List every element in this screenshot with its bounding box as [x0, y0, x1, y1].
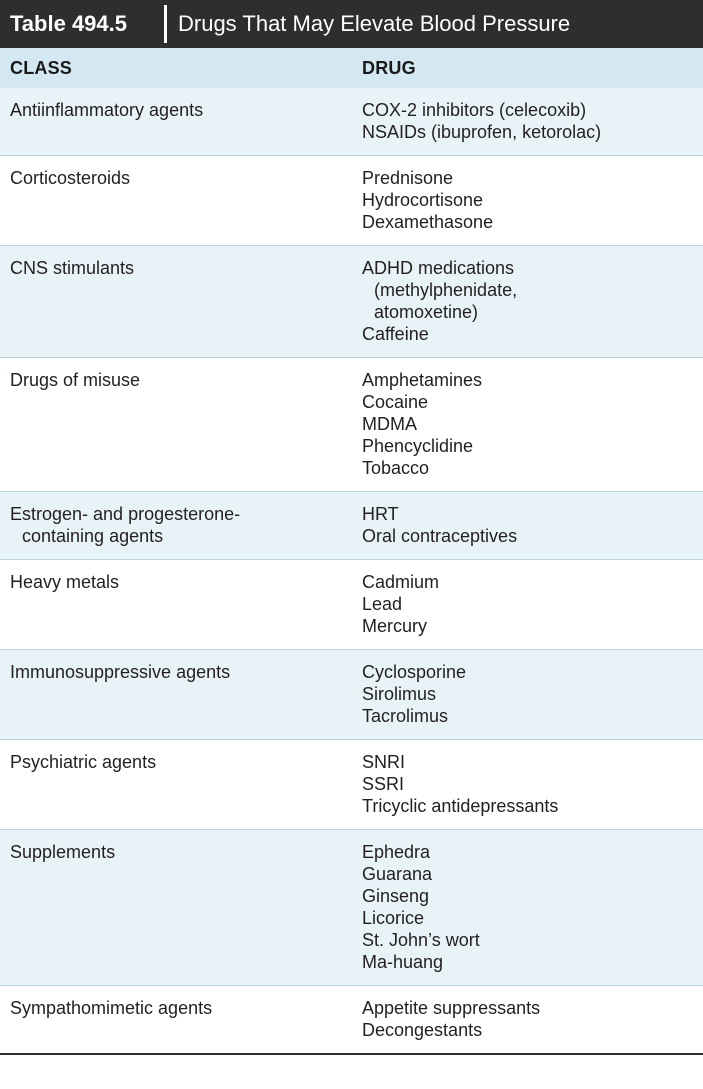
- drug-text: Tricyclic antidepressants: [362, 796, 559, 816]
- table-header-row: CLASS DRUG: [0, 48, 703, 88]
- table-body: Antiinflammatory agents COX-2 inhibitors …: [0, 88, 703, 1053]
- table-row: Immunosuppressive agents Cyclosporine Siro…: [0, 649, 703, 739]
- drug-cell: Cyclosporine Sirolimus Tacrolimus: [356, 661, 703, 727]
- drug-text: Hydrocortisone: [362, 190, 484, 210]
- drug-text: Dexamethasone: [362, 212, 494, 232]
- class-text: Estrogen- and progesterone-: [10, 504, 241, 524]
- table-row: Antiinflammatory agents COX-2 inhibitors …: [0, 88, 703, 155]
- drug-text: Tobacco: [362, 458, 430, 478]
- title-divider: [164, 5, 167, 43]
- class-text: Sympathomimetic agents: [10, 998, 213, 1018]
- table-bottom-rule: [0, 1053, 703, 1055]
- table-row: Sympathomimetic agents Appetite suppressa…: [0, 985, 703, 1053]
- table-row: Drugs of misuse Amphetamines Cocaine MDMA Ph…: [0, 357, 703, 491]
- drug-cell: HRT Oral contraceptives: [356, 503, 703, 547]
- class-cell: Estrogen- and progesterone-containing ag…: [0, 503, 356, 547]
- class-text: Psychiatric agents: [10, 752, 157, 772]
- drug-text: Sirolimus: [362, 684, 437, 704]
- class-cell: Heavy metals: [0, 571, 356, 593]
- drug-text: St. John’s wort: [362, 930, 480, 950]
- drug-text: Licorice: [362, 908, 425, 928]
- drug-text: Appetite suppressants: [362, 998, 541, 1018]
- class-text: CNS stimulants: [10, 258, 135, 278]
- drug-text: Ginseng: [362, 886, 430, 906]
- drug-text: Decongestants: [362, 1020, 483, 1040]
- table-row: CNS stimulants ADHD medications (methylphe…: [0, 245, 703, 357]
- drug-text: Phencyclidine: [362, 436, 474, 456]
- drug-text: SSRI: [362, 774, 405, 794]
- class-cell: Antiinflammatory agents: [0, 99, 356, 121]
- class-cell: Immunosuppressive agents: [0, 661, 356, 683]
- drug-cell: Cadmium Lead Mercury: [356, 571, 703, 637]
- class-cell: Corticosteroids: [0, 167, 356, 189]
- drug-text: Cyclosporine: [362, 662, 467, 682]
- class-text: containing agents: [22, 526, 164, 546]
- drug-text: Lead: [362, 594, 403, 614]
- class-text: Supplements: [10, 842, 116, 862]
- drug-text: (methylphenidate,: [374, 280, 518, 300]
- drug-text: Prednisone: [362, 168, 454, 188]
- drug-cell: COX-2 inhibitors (celecoxib) NSAIDs (ibup…: [356, 99, 703, 143]
- table-row: Corticosteroids Prednisone Hydrocortisone D…: [0, 155, 703, 245]
- class-text: Antiinflammatory agents: [10, 100, 204, 120]
- drug-text: Ma-huang: [362, 952, 444, 972]
- class-cell: Sympathomimetic agents: [0, 997, 356, 1019]
- drug-text: Oral contraceptives: [362, 526, 518, 546]
- drug-text: Guarana: [362, 864, 433, 884]
- table-row: Supplements Ephedra Guarana Ginseng Licorice…: [0, 829, 703, 985]
- drug-text: atomoxetine): [374, 302, 479, 322]
- class-cell: Psychiatric agents: [0, 751, 356, 773]
- table-row: Psychiatric agents SNRI SSRI Tricyclic anti…: [0, 739, 703, 829]
- class-text: Immunosuppressive agents: [10, 662, 231, 682]
- class-cell: Supplements: [0, 841, 356, 863]
- table-row: Heavy metals Cadmium Lead Mercury: [0, 559, 703, 649]
- drug-text: Cocaine: [362, 392, 429, 412]
- drug-cell: Appetite suppressants Decongestants: [356, 997, 703, 1041]
- class-cell: CNS stimulants: [0, 257, 356, 279]
- drug-text: Cadmium: [362, 572, 440, 592]
- table-title: Drugs That May Elevate Blood Pressure: [178, 11, 571, 36]
- column-header-drug: DRUG: [362, 57, 416, 78]
- drug-cell: Prednisone Hydrocortisone Dexamethasone: [356, 167, 703, 233]
- table-document: Table 494.5 Drugs That May Elevate Blood…: [0, 0, 703, 1055]
- drug-text: Tacrolimus: [362, 706, 449, 726]
- class-cell: Drugs of misuse: [0, 369, 356, 391]
- drug-cell: Amphetamines Cocaine MDMA Phencyclidine Toba…: [356, 369, 703, 479]
- class-text: Drugs of misuse: [10, 370, 141, 390]
- drug-text: Mercury: [362, 616, 428, 636]
- table-row: Estrogen- and progesterone-containing ag…: [0, 491, 703, 559]
- drug-text: Ephedra: [362, 842, 431, 862]
- class-text: Corticosteroids: [10, 168, 131, 188]
- drug-cell: Ephedra Guarana Ginseng Licorice St. John’s …: [356, 841, 703, 973]
- drug-text: HRT: [362, 504, 399, 524]
- drug-text: ADHD medications: [362, 258, 515, 278]
- class-text: Heavy metals: [10, 572, 120, 592]
- drug-text: COX-2 inhibitors (celecoxib): [362, 100, 587, 120]
- drug-text: NSAIDs (ibuprofen, ketorolac): [362, 122, 602, 142]
- drug-text: Amphetamines: [362, 370, 483, 390]
- table-number: Table 494.5: [10, 11, 127, 36]
- drug-cell: ADHD medications (methylphenidate, atomoxe…: [356, 257, 703, 345]
- column-header-class: CLASS: [10, 57, 73, 78]
- drug-cell: SNRI SSRI Tricyclic antidepressants: [356, 751, 703, 817]
- drug-text: MDMA: [362, 414, 417, 434]
- table-title-bar: Table 494.5 Drugs That May Elevate Blood…: [0, 0, 703, 48]
- drug-text: SNRI: [362, 752, 406, 772]
- drug-text: Caffeine: [362, 324, 429, 344]
